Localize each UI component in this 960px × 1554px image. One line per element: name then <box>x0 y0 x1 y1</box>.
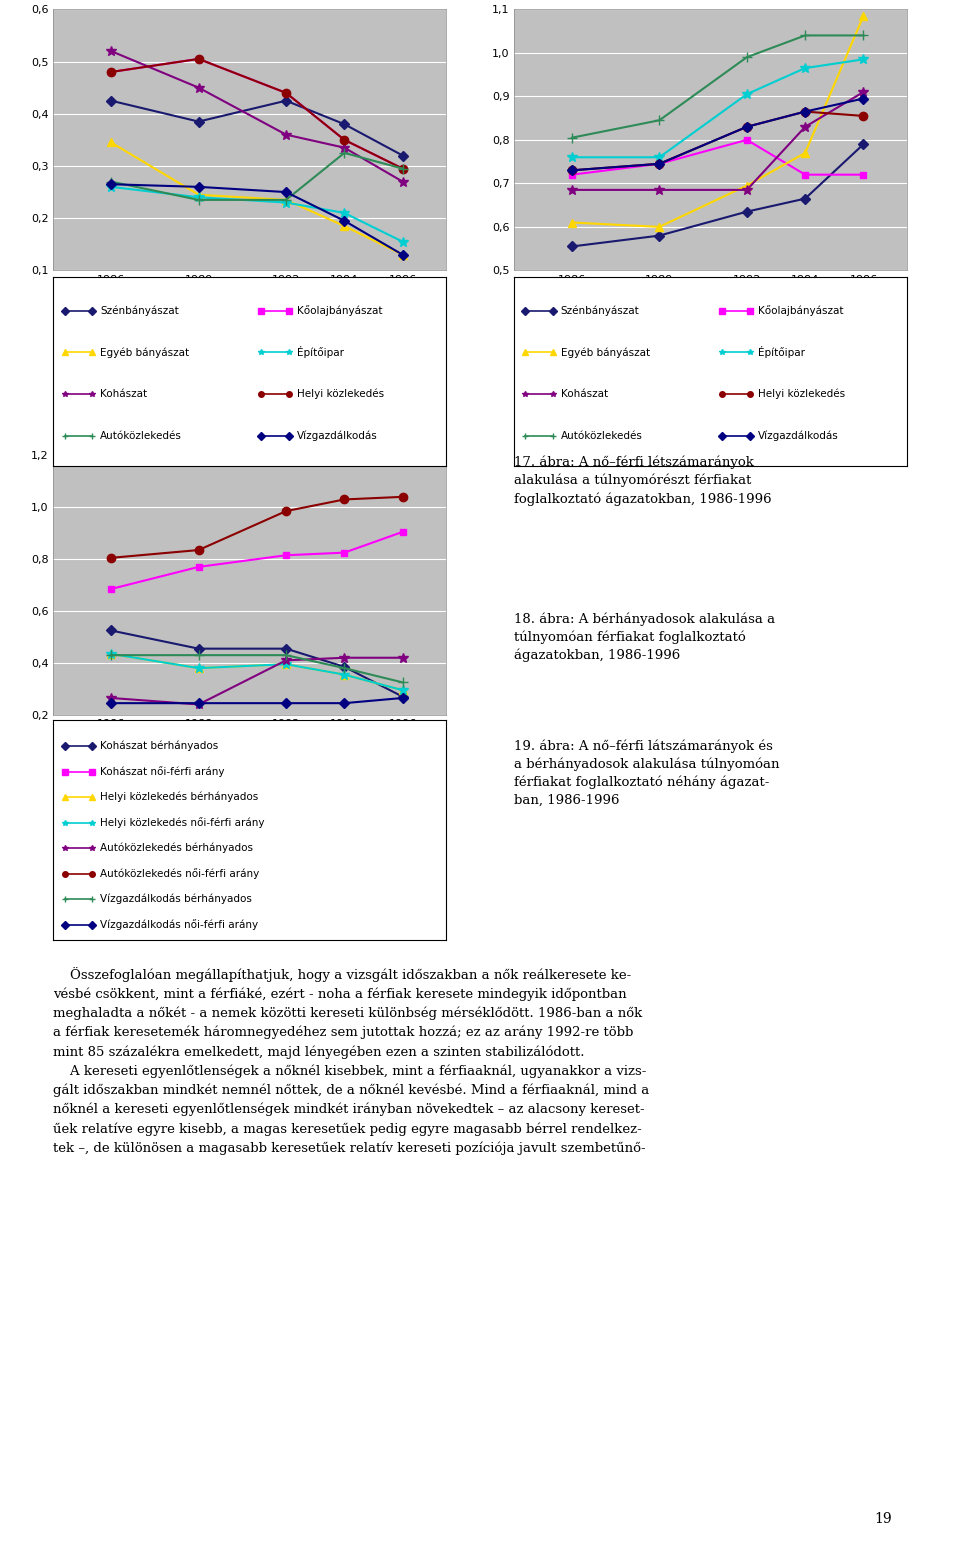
Text: Szénbányászat: Szénbányászat <box>561 306 639 315</box>
Text: Vízgazdálkodás bérhányados: Vízgazdálkodás bérhányados <box>100 894 252 904</box>
Text: Helyi közlekedés: Helyi közlekedés <box>297 388 384 399</box>
Text: Autóközlekedés bérhányados: Autóközlekedés bérhányados <box>100 842 253 853</box>
Text: 18. ábra: A bérhányadosok alakulása a
túlnyomóan férfiakat foglalkoztató
ágazato: 18. ábra: A bérhányadosok alakulása a tú… <box>514 612 775 662</box>
Text: Egyéb bányászat: Egyéb bányászat <box>100 347 189 357</box>
Text: Összefoglalóan megállapíthatjuk, hogy a vizsgált időszakban a nők reálkeresete k: Összefoglalóan megállapíthatjuk, hogy a … <box>53 967 649 1155</box>
Text: Vízgazdálkodás női-férfi arány: Vízgazdálkodás női-férfi arány <box>100 920 258 931</box>
Text: Kohászat bérhányados: Kohászat bérhányados <box>100 741 218 751</box>
Text: Szénbányászat: Szénbányászat <box>100 306 179 315</box>
Text: Autóközlekedés női-férfi arány: Autóközlekedés női-férfi arány <box>100 869 259 880</box>
Text: Kőolajbányászat: Kőolajbányászat <box>757 305 843 315</box>
Text: Helyi közlekedés női-férfi arány: Helyi közlekedés női-férfi arány <box>100 817 265 828</box>
Text: Helyi közlekedés bérhányados: Helyi közlekedés bérhányados <box>100 793 258 802</box>
Text: Építőipar: Építőipar <box>757 347 804 359</box>
Text: Autóközlekedés: Autóközlekedés <box>100 430 181 441</box>
Text: Egyéb bányászat: Egyéb bányászat <box>561 347 650 357</box>
Text: Autóközlekedés: Autóközlekedés <box>561 430 642 441</box>
Text: 17. ábra: A nő–férfi létszámarányok
alakulása a túlnyomórészt férfiakat
foglalko: 17. ábra: A nő–férfi létszámarányok alak… <box>514 455 771 505</box>
Text: Kohászat: Kohászat <box>561 388 608 399</box>
Text: Vízgazdálkodás: Vízgazdálkodás <box>757 430 838 441</box>
Text: Helyi közlekedés: Helyi közlekedés <box>757 388 845 399</box>
Text: Kohászat: Kohászat <box>100 388 147 399</box>
Text: Vízgazdálkodás: Vízgazdálkodás <box>297 430 377 441</box>
Text: 19: 19 <box>875 1512 892 1526</box>
Text: Építőipar: Építőipar <box>297 347 344 359</box>
Text: 19. ábra: A nő–férfi látszámarányok és
a bérhányadosok alakulása túlnyomóan
férf: 19. ábra: A nő–férfi látszámarányok és a… <box>514 740 780 807</box>
Text: Kohászat női-férfi arány: Kohászat női-férfi arány <box>100 766 225 777</box>
Text: Kőolajbányászat: Kőolajbányászat <box>297 305 382 315</box>
